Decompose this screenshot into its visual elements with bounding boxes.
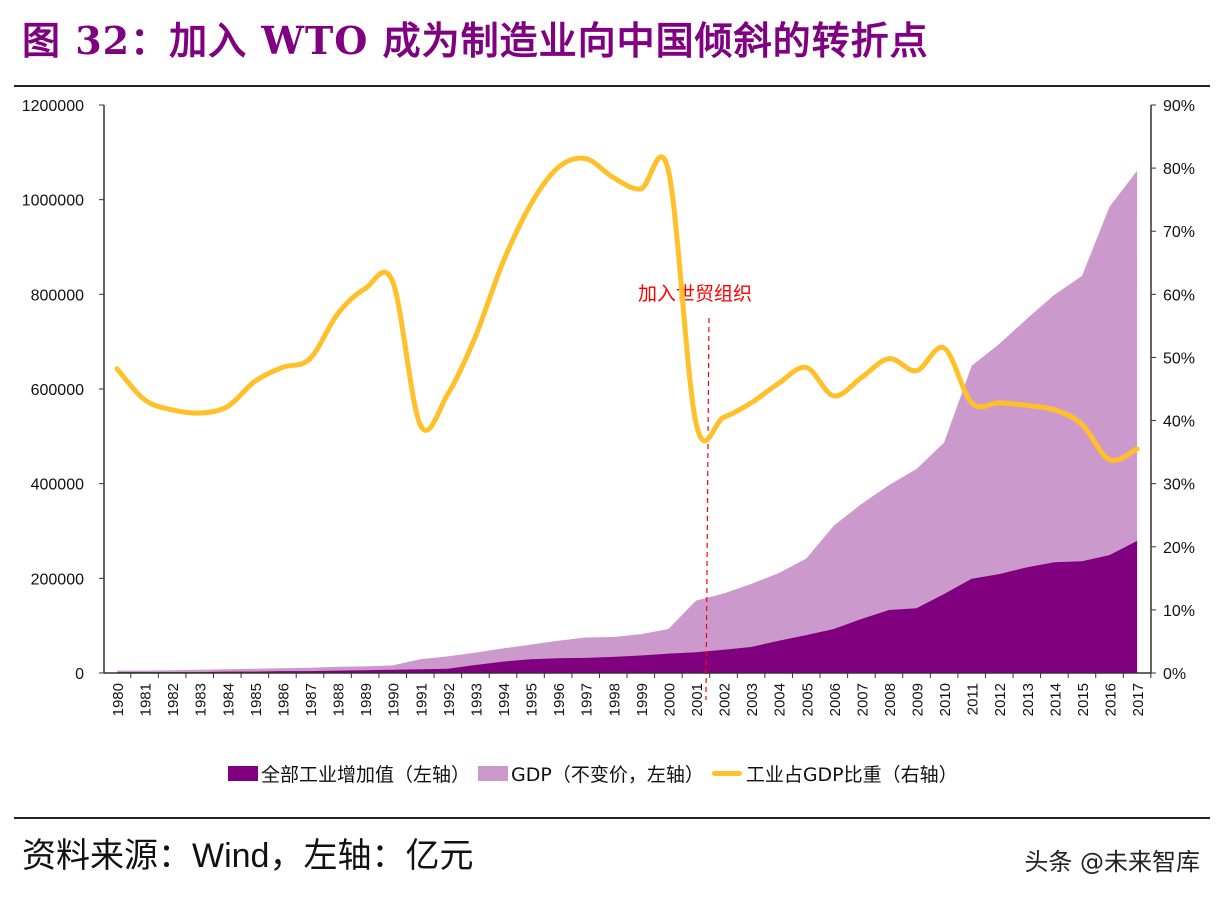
wto-annotation: 加入世贸组织 [638,283,752,305]
x-tick-label: 1992 [441,683,458,716]
area-gdp [117,170,1138,674]
source-text: Wind，左轴：亿元 [192,837,474,875]
right-tick-label: 70% [1163,224,1195,241]
x-tick-label: 2008 [882,683,899,716]
x-tick-label: 2015 [1075,683,1092,716]
legend: 全部工业增加值（左轴） GDP（不变价，左轴） 工业占GDP比重（右轴） [228,760,966,787]
right-tick-label: 40% [1163,414,1195,431]
x-tick-label: 2002 [717,683,734,716]
line-industry-share [114,154,1140,463]
x-tick-label: 2004 [772,683,789,716]
legend-item-gdp: GDP（不变价，左轴） [478,760,704,787]
right-tick-label: 50% [1163,350,1195,367]
x-tick-label: 1984 [220,683,237,716]
legend-item-industry: 全部工业增加值（左轴） [228,760,470,787]
right-tick-label: 10% [1163,603,1195,620]
right-tick-label: 90% [1163,98,1195,115]
x-tick-label: 1998 [606,683,623,716]
x-tick-label: 1991 [413,683,430,716]
x-tick-label: 1980 [110,683,127,716]
x-tick-label: 1983 [193,683,210,716]
legend-label: 全部工业增加值（左轴） [261,764,471,786]
legend-swatch [228,766,258,781]
x-tick-label: 2006 [827,683,844,716]
x-tick-label: 1990 [386,683,403,716]
x-tick-label: 2011 [965,683,982,715]
x-tick-label: 2013 [1020,683,1037,716]
legend-swatch [478,766,509,781]
x-tick-label: 2016 [1103,683,1120,716]
legend-line [711,771,742,776]
x-tick-label: 1981 [138,683,155,716]
x-tick-label: 1997 [579,683,596,716]
x-tick-label: 1996 [551,683,568,716]
right-tick-label: 20% [1163,540,1195,557]
right-tick-label: 30% [1163,477,1195,494]
x-tick-label: 1994 [496,683,513,716]
x-tick-label: 1995 [524,683,541,716]
x-tick-label: 2014 [1047,683,1064,716]
legend-item-share: 工业占GDP比重（右轴） [711,760,958,787]
wto-marker-line [705,317,710,701]
right-tick-label: 80% [1163,161,1195,178]
x-tick-label: 2012 [992,683,1009,716]
x-tick-label: 1985 [248,683,265,716]
left-tick-label: 1000000 [22,193,84,210]
left-tick-label: 200000 [31,571,84,588]
right-tick-label: 0% [1163,666,1186,683]
x-tick-label: 2017 [1130,683,1147,716]
x-tick-label: 1999 [634,683,651,716]
legend-label: 工业占GDP比重（右轴） [745,764,958,786]
x-tick-label: 1982 [165,683,182,716]
x-tick-label: 1989 [358,683,375,716]
figure-title: 图 32：加入 WTO 成为制造业向中国倾斜的转折点 [22,18,929,63]
x-tick-label: 1988 [331,683,348,716]
x-tick-label: 1987 [303,683,320,716]
x-tick-label: 2003 [744,683,761,716]
source-note: 资料来源：Wind，左轴：亿元 [22,828,473,877]
right-tick-label: 60% [1163,287,1195,304]
left-tick-label: 800000 [31,287,84,304]
x-tick-label: 2007 [854,683,871,716]
chart: 0 200000 400000 600000 800000 1000000 1200000 0… [22,98,1195,716]
left-tick-label: 1200000 [22,98,84,115]
x-tick-label: 2005 [799,683,816,716]
area-industry [117,540,1138,673]
x-tick-label: 1993 [468,683,485,716]
watermark: 头条 @未来智库 [1024,848,1200,876]
source-rule [14,817,1210,819]
left-tick-label: 0 [75,666,84,683]
x-tick-label: 2000 [661,683,678,716]
legend-label: GDP（不变价，左轴） [511,764,704,786]
source-prefix: 资料来源： [22,836,192,876]
left-tick-label: 600000 [31,382,84,399]
title-rule [14,85,1210,87]
x-tick-label: 1986 [275,683,292,716]
left-tick-label: 400000 [31,477,84,494]
x-tick-label: 2001 [689,683,706,716]
x-tick-label: 2010 [937,683,954,716]
x-tick-label: 2009 [910,683,927,716]
